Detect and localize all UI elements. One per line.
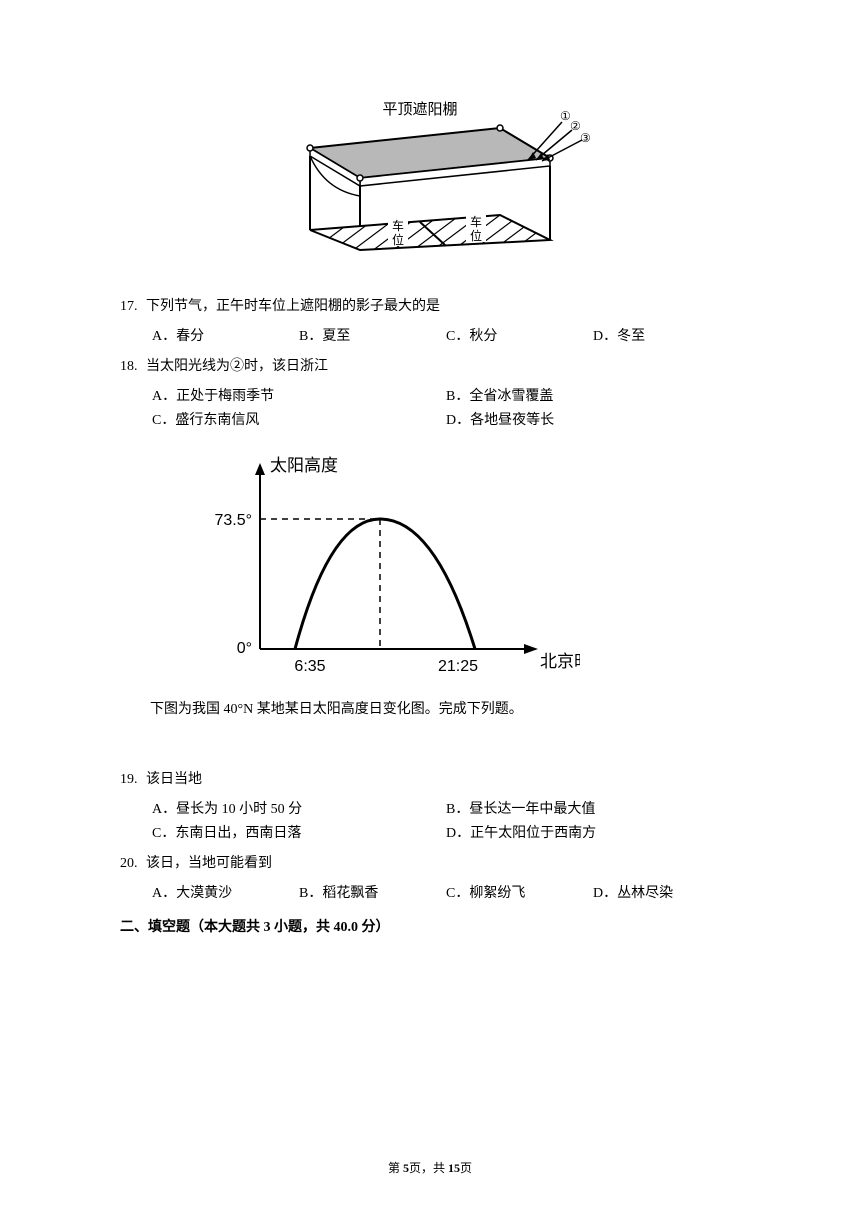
exam-page: 平顶遮阳棚 xyxy=(0,0,860,990)
q19-opt-a[interactable]: A．昼长为 10 小时 50 分 xyxy=(152,798,446,818)
footer-pre: 第 xyxy=(388,1161,403,1175)
svg-text:车: 车 xyxy=(392,218,404,233)
footer-total: 15 xyxy=(448,1161,460,1175)
x-tick-2: 21:25 xyxy=(438,658,478,675)
q17-opt-b[interactable]: B．夏至 xyxy=(299,325,446,345)
chart-svg: 太阳高度 北京时间 73.5° 0° 6:35 21:25 xyxy=(200,449,580,689)
q17-opt-d[interactable]: D．冬至 xyxy=(593,325,740,345)
q20-num: 20. xyxy=(120,856,146,872)
x-axis-arrow xyxy=(524,644,538,654)
footer-mid: 页，共 xyxy=(409,1161,448,1175)
q20-opt-b[interactable]: B．稻花飘香 xyxy=(299,882,446,902)
q19-opt-c[interactable]: C．东南日出，西南日落 xyxy=(152,822,446,842)
canopy-title: 平顶遮阳棚 xyxy=(382,101,457,118)
q17-num: 17. xyxy=(120,299,146,315)
q18-opt-c[interactable]: C．盛行东南信风 xyxy=(152,409,446,429)
q18-text: 当太阳光线为②时，该日浙江 xyxy=(146,355,740,375)
question-17: 17. 下列节气，正午时车位上遮阳棚的影子最大的是 xyxy=(120,295,740,315)
question-18: 18. 当太阳光线为②时，该日浙江 xyxy=(120,355,740,375)
zero-label: 0° xyxy=(237,640,252,657)
q20-opt-d[interactable]: D．丛林尽染 xyxy=(593,882,740,902)
q19-opt-d[interactable]: D．正午太阳位于西南方 xyxy=(446,822,740,842)
x-tick-1: 6:35 xyxy=(294,658,325,675)
q20-opt-a[interactable]: A．大漠黄沙 xyxy=(152,882,299,902)
q18-opt-d[interactable]: D．各地昼夜等长 xyxy=(446,409,740,429)
q20-options: A．大漠黄沙 B．稻花飘香 C．柳絮纷飞 D．丛林尽染 xyxy=(152,882,740,902)
q19-num: 19. xyxy=(120,772,146,788)
q19-opt-b[interactable]: B．昼长达一年中最大值 xyxy=(446,798,740,818)
q17-options: A．春分 B．夏至 C．秋分 D．冬至 xyxy=(152,325,740,345)
q18-num: 18. xyxy=(120,359,146,375)
peak-label: 73.5° xyxy=(214,512,252,529)
x-axis-label: 北京时间 xyxy=(540,652,580,671)
q17-text: 下列节气，正午时车位上遮阳棚的影子最大的是 xyxy=(146,295,740,315)
y-axis-label: 太阳高度 xyxy=(270,456,338,475)
section-2-heading: 二、填空题（本大题共 3 小题，共 40.0 分） xyxy=(120,916,740,936)
svg-text:位: 位 xyxy=(470,228,482,243)
q20-opt-c[interactable]: C．柳絮纷飞 xyxy=(446,882,593,902)
page-footer: 第 5页，共 15页 xyxy=(0,1159,860,1176)
svg-text:位: 位 xyxy=(392,232,404,247)
q19-options: A．昼长为 10 小时 50 分 B．昼长达一年中最大值 C．东南日出，西南日落… xyxy=(152,798,740,842)
svg-text:车: 车 xyxy=(470,214,482,229)
canopy-diagram: 平顶遮阳棚 xyxy=(120,100,740,275)
question-19: 19. 该日当地 xyxy=(120,768,740,788)
marker-3: ③ xyxy=(580,131,590,145)
footer-post: 页 xyxy=(460,1161,472,1175)
q18-opt-a[interactable]: A．正处于梅雨季节 xyxy=(152,385,446,405)
sun-altitude-chart: 太阳高度 北京时间 73.5° 0° 6:35 21:25 xyxy=(200,449,740,694)
canopy-svg: 平顶遮阳棚 xyxy=(270,100,590,270)
q17-opt-c[interactable]: C．秋分 xyxy=(446,325,593,345)
q17-opt-a[interactable]: A．春分 xyxy=(152,325,299,345)
q18-options: A．正处于梅雨季节 B．全省冰雪覆盖 C．盛行东南信风 D．各地昼夜等长 xyxy=(152,385,740,429)
q18-opt-b[interactable]: B．全省冰雪覆盖 xyxy=(446,385,740,405)
chart-caption: 下图为我国 40°N 某地某日太阳高度日变化图。完成下列题。 xyxy=(150,698,740,718)
altitude-curve xyxy=(295,519,475,649)
y-axis-arrow xyxy=(255,463,265,475)
q19-text: 该日当地 xyxy=(146,768,740,788)
q20-text: 该日，当地可能看到 xyxy=(146,852,740,872)
question-20: 20. 该日，当地可能看到 xyxy=(120,852,740,872)
